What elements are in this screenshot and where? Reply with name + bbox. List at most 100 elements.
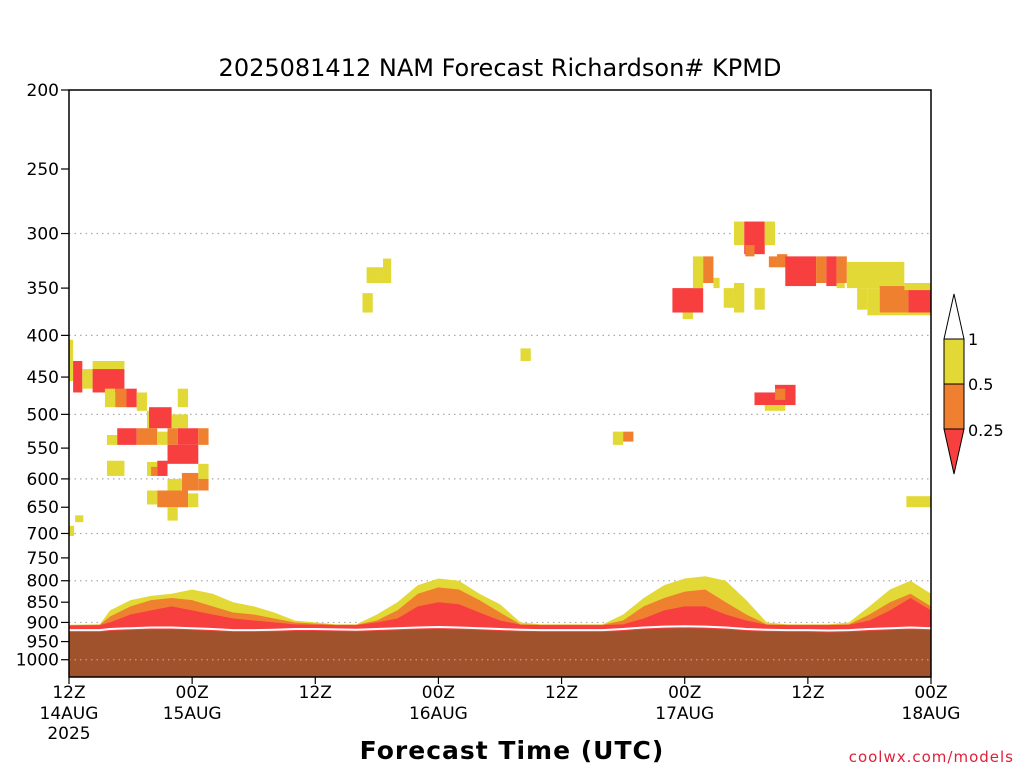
- ri-cell-13: [106, 434, 118, 445]
- y-tick-label-550: 550: [27, 439, 59, 459]
- legend-label-0.25: 0.25: [968, 421, 1004, 440]
- ri-cell-51: [764, 221, 776, 246]
- ri-cell-53: [754, 392, 776, 406]
- ri-cell-11: [149, 407, 172, 429]
- ri-cell-18: [177, 428, 199, 445]
- band-red: [69, 598, 931, 635]
- ri-cell-4: [92, 369, 125, 393]
- ri-cell-55: [764, 405, 786, 411]
- ri-cell-28: [167, 478, 182, 491]
- ri-cell-44: [703, 256, 714, 284]
- ri-cell-9: [177, 388, 189, 408]
- y-tick-label-650: 650: [27, 498, 59, 518]
- ri-cell-61: [826, 256, 837, 287]
- y-tick-label-400: 400: [27, 326, 59, 346]
- ri-cell-0: [69, 339, 74, 381]
- ri-cell-67: [879, 286, 909, 313]
- y-tick-label-800: 800: [27, 572, 59, 592]
- ri-cell-30: [157, 490, 189, 508]
- ground-fill: [69, 628, 931, 677]
- x-tick-date-0: 14AUG: [40, 704, 99, 724]
- ri-cell-42: [682, 312, 693, 320]
- x-tick-year-0: 2025: [47, 724, 90, 744]
- ri-cell-52: [745, 245, 755, 257]
- ri-cell-35: [362, 293, 373, 313]
- ri-cell-16: [157, 431, 168, 445]
- ri-cell-2: [82, 369, 93, 389]
- ri-cell-43: [692, 256, 704, 289]
- x-tick-date-5: 17AUG: [655, 704, 714, 724]
- ri-cell-20: [167, 444, 199, 464]
- x-tick-date-1: 15AUG: [163, 704, 222, 724]
- x-tick-date-7: 18AUG: [902, 704, 961, 724]
- ri-cell-36: [366, 267, 384, 284]
- ri-cell-65: [857, 288, 868, 310]
- legend-bottom-arrow: [943, 428, 965, 475]
- ri-cell-7: [126, 388, 137, 408]
- ri-cell-25: [198, 463, 209, 479]
- legend-label-1: 1: [968, 330, 978, 349]
- legend-swatch-yellow: [943, 338, 965, 385]
- plot-frame: [68, 89, 932, 678]
- ri-cell-6: [115, 388, 127, 408]
- y-axis-ticks: 200 250 300 350 400 450 500 550 600 650 700 750 8008…: [16, 81, 69, 671]
- x-tick-label-1: 00Z: [176, 683, 209, 703]
- x-tick-date-3: 16AUG: [409, 704, 468, 724]
- legend-top-arrow: [943, 293, 965, 340]
- y-tick-label-300: 300: [27, 225, 59, 245]
- legend-label-0.5: 0.5: [968, 375, 993, 394]
- x-tick-label-3: 00Z: [422, 683, 455, 703]
- ri-cell-70: [904, 283, 931, 291]
- ri-cell-47: [733, 283, 745, 313]
- y-tick-label-1000: 1000: [16, 651, 59, 671]
- ri-cell-38: [520, 348, 531, 361]
- ri-cell-27: [198, 478, 209, 491]
- y-tick-label-600: 600: [27, 470, 59, 490]
- ri-cell-71: [879, 312, 931, 316]
- ri-cell-14: [117, 428, 137, 445]
- ri-cell-31: [188, 493, 199, 508]
- ri-cell-57: [777, 254, 788, 268]
- ri-cell-58: [768, 256, 778, 268]
- ri-cell-19: [198, 428, 209, 445]
- ri-cell-8: [136, 392, 147, 411]
- credit-text: coolwx.com/models: [849, 748, 1014, 766]
- y-tick-label-250: 250: [27, 160, 59, 180]
- ri-cell-72: [906, 496, 931, 508]
- ri-cell-45: [713, 277, 720, 289]
- y-tick-label-750: 750: [27, 549, 59, 569]
- ri-cell-33: [75, 515, 84, 523]
- low-level-bands: [69, 576, 932, 677]
- x-tick-label-5: 00Z: [668, 683, 701, 703]
- ri-cell-15: [136, 428, 158, 445]
- y-tick-label-500: 500: [27, 405, 59, 425]
- ri-cell-37: [383, 258, 392, 284]
- ri-cell-59: [785, 256, 817, 287]
- ri-cell-56: [775, 388, 786, 400]
- x-tick-label-0: 12Z: [52, 683, 85, 703]
- ri-cell-12: [171, 414, 189, 429]
- ri-cell-68: [908, 286, 931, 313]
- ri-cell-24: [157, 460, 168, 476]
- y-tick-label-850: 850: [27, 593, 59, 613]
- ri-cell-23: [151, 466, 158, 476]
- ri-cell-63: [836, 283, 845, 289]
- color-legend: 1 0.5 0.25: [943, 293, 1004, 475]
- ground-edge: [69, 625, 932, 632]
- richardson-cells: [69, 221, 931, 536]
- ri-cell-41: [672, 288, 704, 313]
- y-tick-label-450: 450: [27, 368, 59, 388]
- y-tick-label-350: 350: [27, 279, 59, 299]
- y-tick-label-950: 950: [27, 633, 59, 653]
- ri-cell-60: [816, 256, 827, 284]
- ri-cell-48: [754, 288, 765, 310]
- ri-cell-5: [104, 388, 116, 408]
- x-tick-label-2: 12Z: [299, 683, 332, 703]
- y-tick-label-200: 200: [27, 81, 59, 101]
- ri-cell-1: [73, 360, 83, 393]
- ri-cell-66: [867, 288, 880, 316]
- ri-cell-64: [846, 261, 905, 289]
- ri-cell-17: [167, 428, 178, 445]
